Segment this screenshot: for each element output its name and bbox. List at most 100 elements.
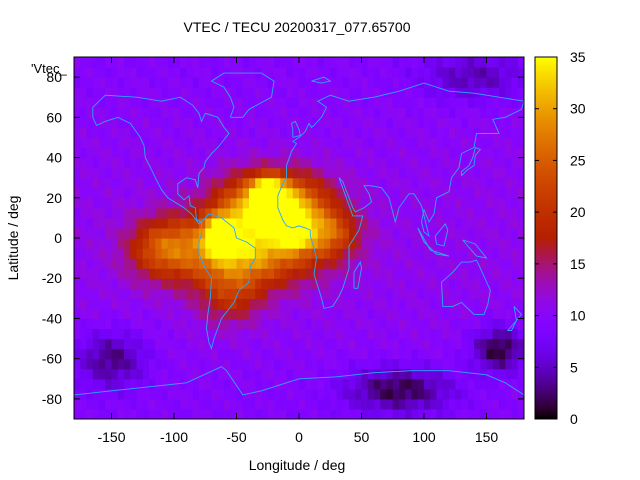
heatmap-cell: [99, 358, 106, 370]
heatmap-cell: [367, 117, 375, 128]
heatmap-cell: [92, 268, 100, 279]
heatmap-cell: [199, 87, 206, 98]
coastline-south-america: [198, 213, 256, 351]
heatmap-cell: [305, 358, 313, 370]
heatmap-cell: [349, 348, 356, 360]
heatmap-cell: [230, 107, 238, 118]
heatmap-cell: [499, 338, 506, 350]
heatmap-cell: [424, 388, 431, 400]
heatmap-cell: [380, 57, 388, 68]
heatmap-cell: [330, 338, 338, 350]
heatmap-cell: [117, 137, 125, 149]
heatmap-cell: [274, 117, 281, 128]
heatmap-cell: [411, 368, 419, 380]
heatmap-cell: [511, 338, 519, 350]
heatmap-cell: [374, 117, 381, 128]
heatmap-cell: [430, 278, 438, 289]
heatmap-cell: [261, 87, 269, 98]
heatmap-cell: [324, 408, 331, 419]
heatmap-cell: [155, 197, 163, 209]
heatmap-cell: [92, 207, 100, 219]
heatmap-cell: [161, 147, 169, 159]
heatmap-cell: [417, 298, 425, 309]
heatmap-cell: [286, 87, 294, 98]
heatmap-cell: [111, 87, 119, 98]
heatmap-cell: [167, 408, 175, 419]
heatmap-cell: [292, 238, 300, 249]
heatmap-cell: [174, 57, 181, 68]
chart-title: VTEC / TECU 20200317_077.65700: [183, 19, 410, 35]
colorbar: [534, 56, 558, 420]
heatmap-cell: [324, 318, 331, 330]
heatmap-cell: [261, 408, 269, 419]
heatmap-cell: [99, 308, 106, 320]
heatmap-cell: [417, 338, 425, 350]
heatmap-cell: [505, 398, 513, 410]
heatmap-cell: [424, 127, 431, 139]
heatmap-cell: [286, 248, 294, 259]
heatmap-cell: [424, 207, 431, 219]
heatmap-cell: [142, 197, 150, 209]
heatmap-cell: [355, 217, 363, 229]
heatmap-cell: [474, 227, 481, 239]
heatmap-cell: [374, 288, 381, 299]
heatmap-cell: [411, 268, 419, 279]
heatmap-cell: [442, 328, 450, 340]
heatmap-cell: [236, 147, 244, 159]
heatmap-cell: [467, 77, 475, 88]
heatmap-cell: [336, 127, 344, 139]
heatmap-cell: [386, 57, 394, 68]
heatmap-cell: [192, 318, 200, 330]
heatmap-cell: [399, 127, 406, 139]
heatmap-cell: [280, 328, 288, 340]
heatmap-cell: [286, 177, 294, 189]
heatmap-cell: [324, 278, 331, 289]
heatmap-cell: [92, 398, 100, 410]
heatmap-cell: [455, 167, 463, 179]
heatmap-cell: [386, 348, 394, 360]
heatmap-cell: [436, 298, 444, 309]
heatmap-cell: [424, 87, 431, 98]
heatmap-cell: [174, 258, 181, 269]
heatmap-cell: [436, 147, 444, 159]
heatmap-cell: [305, 137, 313, 149]
heatmap-cell: [467, 328, 475, 340]
heatmap-cell: [486, 298, 494, 309]
heatmap-cell: [255, 288, 263, 299]
heatmap-cell: [405, 328, 413, 340]
heatmap-cell: [436, 308, 444, 320]
heatmap-cell: [261, 107, 269, 118]
heatmap-cell: [311, 77, 319, 88]
heatmap-cell: [411, 147, 419, 159]
heatmap-cell: [411, 258, 419, 269]
heatmap-cell: [342, 288, 350, 299]
heatmap-cell: [274, 67, 281, 78]
heatmap-cell: [292, 177, 300, 189]
heatmap-cell: [292, 107, 300, 118]
heatmap-cell: [274, 328, 281, 340]
heatmap-cell: [242, 398, 250, 410]
heatmap-cell: [511, 278, 519, 289]
heatmap-cell: [336, 338, 344, 350]
heatmap-cell: [486, 197, 494, 209]
heatmap-cell: [467, 278, 475, 289]
heatmap-cell: [230, 197, 238, 209]
heatmap-cell: [342, 338, 350, 350]
heatmap-cell: [405, 227, 413, 239]
heatmap-cell: [149, 248, 156, 259]
heatmap-cell: [149, 358, 156, 370]
heatmap-cell: [92, 378, 100, 390]
heatmap-cell: [336, 137, 344, 149]
heatmap-cell: [349, 127, 356, 139]
heatmap-cell: [442, 227, 450, 239]
heatmap-cell: [305, 368, 313, 380]
heatmap-cell: [149, 408, 156, 419]
heatmap-cell: [411, 238, 419, 249]
heatmap-cell: [511, 197, 519, 209]
heatmap-cell: [405, 388, 413, 400]
coastline-japan: [461, 146, 482, 177]
heatmap-cell: [255, 388, 263, 400]
heatmap-cell: [130, 177, 138, 189]
heatmap-cell: [149, 368, 156, 380]
heatmap-cell: [361, 308, 369, 320]
